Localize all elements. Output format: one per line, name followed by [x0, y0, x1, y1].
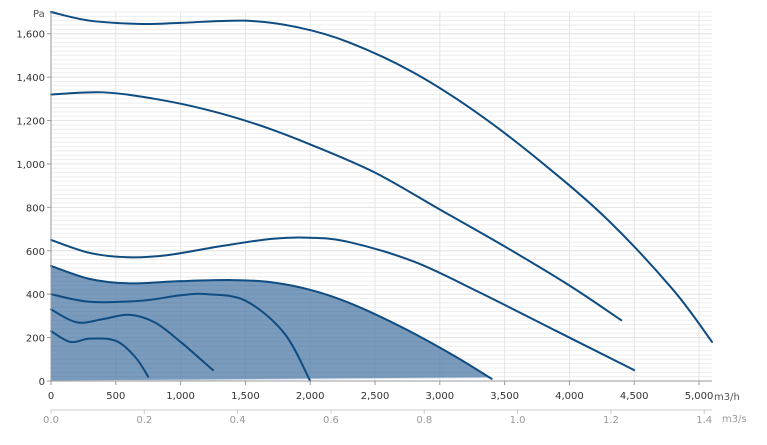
x2-tick-labels: 0.0 0.2 0.4 0.6 0.8 1.0 1.2 1.4	[43, 410, 712, 426]
x-tick-label: 4,000	[555, 391, 584, 402]
y-tick-label: 1,400	[16, 73, 45, 84]
y-tick-label: 200	[26, 334, 45, 345]
series-line-5	[50, 292, 312, 382]
x-tick-label: 3,500	[490, 391, 519, 402]
x2-tick-label: 0.4	[230, 415, 246, 426]
x2-tick-label: 0.2	[136, 415, 152, 426]
series-line-7	[50, 330, 150, 378]
y-tick-label: 1,600	[16, 30, 45, 41]
series-line-6	[50, 308, 215, 372]
x-unit-label: m3/h	[714, 392, 740, 403]
y-tick-label: 800	[26, 203, 45, 214]
x-tick-labels: 0 500 1,000 1,500 2,000 2,500 3,000 3,500 4,000 4…	[48, 381, 714, 402]
y-tick-labels: 0 200 400 600 800 1,000 1,200 1,400 1,600	[16, 30, 45, 388]
series-line-4	[50, 264, 493, 380]
x-tick-label: 1,000	[166, 391, 195, 402]
x2-tick-label: 1.0	[510, 415, 526, 426]
x2-tick-label: 0.8	[416, 415, 432, 426]
x2-tick-label: 0.0	[43, 415, 59, 426]
shade-baseline	[50, 377, 492, 382]
x2-tick-label: 1.4	[696, 415, 712, 426]
x-tick-label: 3,000	[426, 391, 455, 402]
x2-tick-label: 1.2	[603, 415, 619, 426]
x-tick-label: 2,000	[296, 391, 325, 402]
x2-tick-label: 0.6	[323, 415, 339, 426]
x-tick-label: 2,500	[361, 391, 390, 402]
x2-unit-label: m3/s	[722, 414, 747, 425]
y-tick-label: 600	[26, 247, 45, 258]
series-line-3	[50, 236, 636, 372]
series-line-1	[50, 11, 713, 343]
x-tick-label: 500	[106, 391, 125, 402]
x-tick-label: 4,500	[620, 391, 649, 402]
axes	[47, 12, 712, 411]
x-tick-label: 0	[48, 391, 54, 402]
curve-group	[50, 11, 713, 382]
shaded-area	[51, 265, 492, 381]
x-tick-label: 1,500	[231, 391, 260, 402]
series-line-2	[50, 91, 623, 322]
y-tick-label: 0	[39, 377, 45, 388]
y-tick-label: 1,200	[16, 117, 45, 128]
y-unit-label: Pa	[33, 9, 45, 20]
y-tick-label: 400	[26, 290, 45, 301]
y-tick-label: 1,000	[16, 160, 45, 171]
x-tick-label: 5,000	[685, 391, 714, 402]
